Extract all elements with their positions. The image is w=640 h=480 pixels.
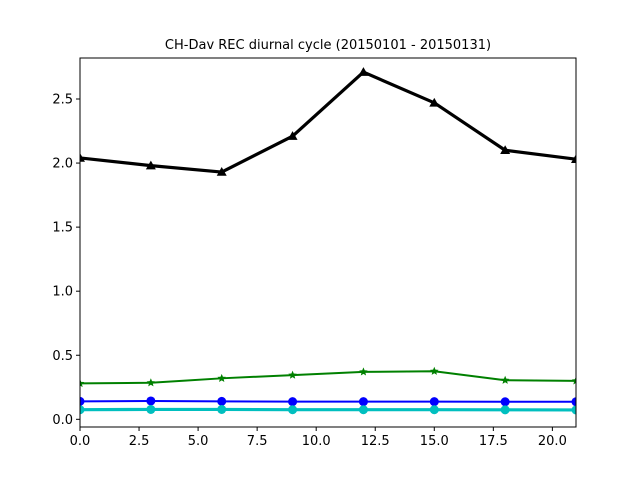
series-4	[80, 404, 576, 415]
data-point	[500, 397, 510, 407]
data-point	[288, 370, 297, 379]
data-point	[571, 376, 576, 385]
y-axis: 0.0 0.5 1.0 1.5 2.0 2.5	[52, 93, 80, 428]
data-point	[146, 378, 156, 387]
x-tick-label: 5.0	[188, 434, 209, 449]
x-axis: 0.0 2.5 5.0 7.5 10.0 12.5 15.0 17.5 20.0	[70, 427, 567, 449]
y-tick-label: 2.0	[52, 157, 73, 172]
series-3	[80, 396, 576, 407]
data-point	[80, 378, 85, 388]
data-point	[571, 397, 576, 407]
data-point	[288, 397, 298, 407]
data-point	[358, 397, 368, 407]
data-point	[288, 405, 298, 415]
data-point	[429, 397, 439, 407]
data-point	[429, 405, 439, 415]
data-point	[217, 396, 227, 406]
x-tick-label: 7.5	[247, 434, 268, 449]
plot-frame	[79, 57, 577, 428]
data-point	[80, 405, 85, 415]
data-point	[500, 145, 511, 154]
data-point	[145, 160, 156, 170]
plot-area	[80, 67, 576, 415]
y-tick-label: 0.0	[52, 413, 73, 428]
x-tick-label: 15.0	[420, 434, 449, 449]
y-tick-label: 1.5	[52, 221, 73, 236]
y-tick-label: 1.0	[52, 285, 73, 300]
data-point	[571, 154, 576, 163]
x-tick-label: 20.0	[538, 434, 567, 449]
data-point	[80, 152, 85, 162]
data-point	[80, 396, 85, 406]
data-point	[146, 404, 156, 414]
data-point	[571, 405, 576, 415]
y-tick-label: 2.5	[52, 93, 73, 108]
x-tick-label: 12.5	[361, 434, 390, 449]
x-tick-label: 17.5	[479, 434, 508, 449]
data-point	[430, 366, 439, 375]
data-point	[500, 405, 510, 415]
data-point	[500, 375, 510, 384]
x-tick-label: 2.5	[129, 434, 150, 449]
series-line	[80, 70, 576, 174]
x-tick-label: 10.0	[302, 434, 331, 449]
data-point	[358, 405, 368, 415]
series-2	[80, 366, 576, 388]
data-point	[217, 404, 227, 414]
series-line	[80, 407, 576, 412]
data-point	[359, 367, 368, 376]
series-1	[80, 67, 576, 176]
series-line	[80, 370, 576, 385]
data-point	[287, 131, 298, 140]
chart-title: CH-Dav REC diurnal cycle (20150101 - 201…	[165, 38, 491, 53]
data-point	[216, 167, 227, 176]
x-tick-label: 0.0	[70, 434, 91, 449]
series-layer	[80, 67, 576, 415]
data-point	[146, 396, 156, 406]
data-point	[358, 67, 369, 76]
y-tick-label: 0.5	[52, 349, 73, 364]
data-point	[429, 97, 440, 107]
series-line	[80, 399, 576, 403]
data-point	[217, 373, 226, 382]
